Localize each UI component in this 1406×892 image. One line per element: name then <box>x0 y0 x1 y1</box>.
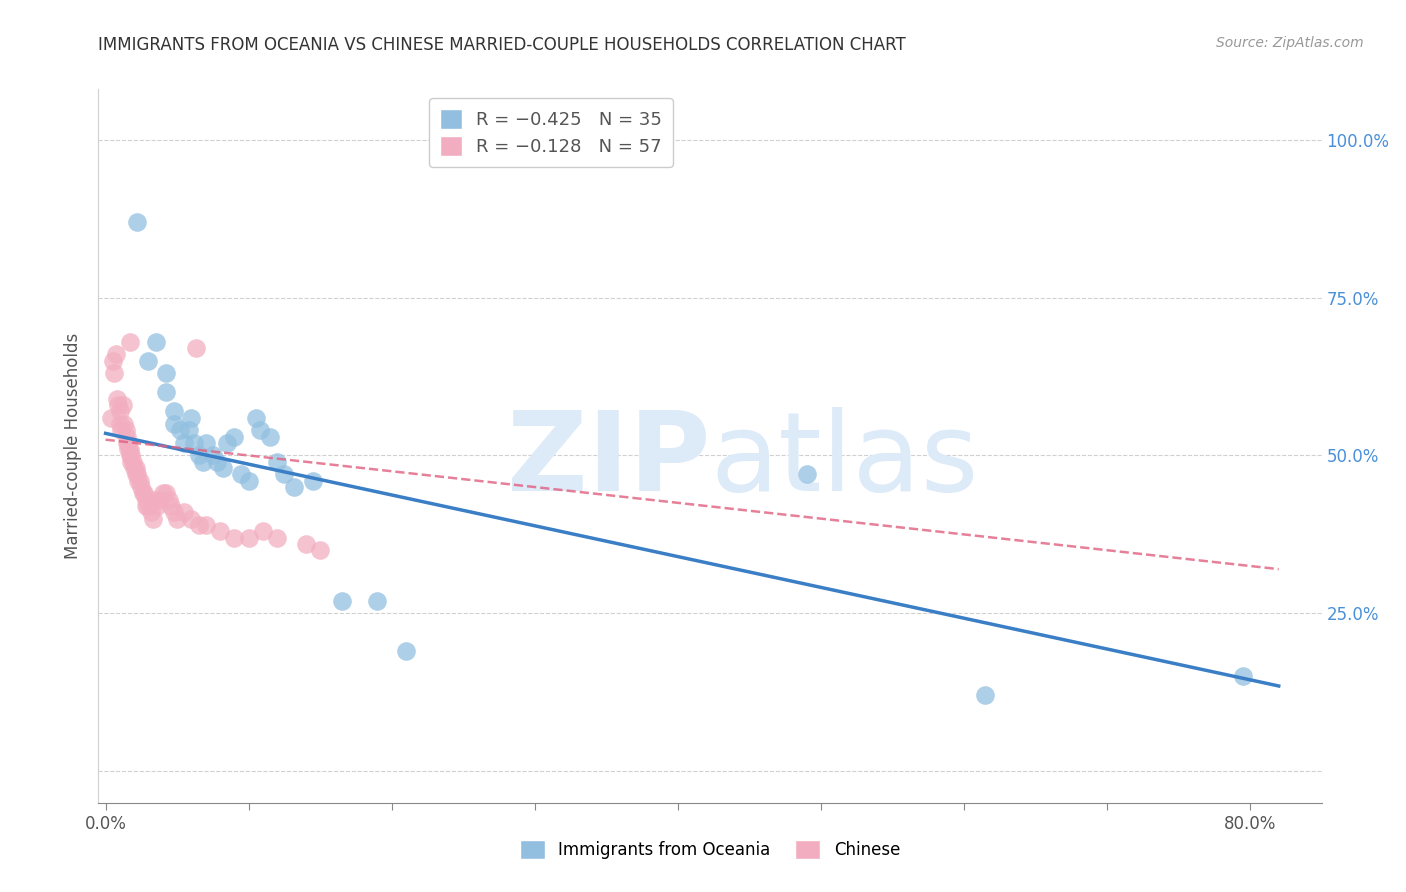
Point <box>141 505 163 519</box>
Point <box>238 531 260 545</box>
Point <box>107 398 129 412</box>
Point <box>974 689 997 703</box>
Point <box>101 353 124 368</box>
Point <box>169 423 191 437</box>
Point <box>187 449 209 463</box>
Point <box>135 499 157 513</box>
Text: atlas: atlas <box>710 407 979 514</box>
Point <box>155 367 177 381</box>
Point <box>117 442 139 457</box>
Point <box>142 511 165 525</box>
Point <box>118 442 141 457</box>
Point <box>120 449 142 463</box>
Legend: Immigrants from Oceania, Chinese: Immigrants from Oceania, Chinese <box>513 834 907 866</box>
Text: Source: ZipAtlas.com: Source: ZipAtlas.com <box>1216 36 1364 50</box>
Point <box>395 644 418 658</box>
Point <box>184 341 207 355</box>
Point <box>121 455 143 469</box>
Point <box>118 449 141 463</box>
Point <box>135 492 157 507</box>
Point <box>366 593 388 607</box>
Point <box>273 467 295 482</box>
Point <box>110 423 132 437</box>
Point <box>330 593 353 607</box>
Point <box>212 461 235 475</box>
Point <box>194 517 217 532</box>
Point <box>283 480 305 494</box>
Point <box>115 435 138 450</box>
Point <box>155 486 177 500</box>
Point <box>180 511 202 525</box>
Point <box>146 499 169 513</box>
Point <box>138 353 160 368</box>
Point <box>132 486 155 500</box>
Point <box>252 524 274 539</box>
Point <box>249 423 271 437</box>
Point <box>224 531 246 545</box>
Point <box>163 417 186 431</box>
Point <box>118 334 141 349</box>
Point <box>108 417 131 431</box>
Point <box>138 499 160 513</box>
Point <box>124 461 146 475</box>
Point <box>125 215 148 229</box>
Point <box>163 505 186 519</box>
Point <box>115 429 138 443</box>
Point <box>120 455 142 469</box>
Point <box>187 517 209 532</box>
Point <box>796 467 818 482</box>
Point <box>166 511 188 525</box>
Text: ZIP: ZIP <box>506 407 710 514</box>
Point <box>134 486 156 500</box>
Point <box>266 531 288 545</box>
Point <box>205 455 228 469</box>
Point <box>105 392 128 406</box>
Point <box>104 347 127 361</box>
Point <box>117 435 139 450</box>
Point <box>129 474 152 488</box>
Point <box>127 474 149 488</box>
Point <box>231 467 253 482</box>
Point <box>103 367 125 381</box>
Point <box>173 435 195 450</box>
Text: IMMIGRANTS FROM OCEANIA VS CHINESE MARRIED-COUPLE HOUSEHOLDS CORRELATION CHART: IMMIGRANTS FROM OCEANIA VS CHINESE MARRI… <box>98 36 907 54</box>
Point <box>108 404 131 418</box>
Point <box>111 398 134 412</box>
Point <box>149 492 172 507</box>
Point <box>145 334 167 349</box>
Point <box>155 385 177 400</box>
Point <box>131 480 153 494</box>
Point <box>125 467 148 482</box>
Point <box>143 492 166 507</box>
Point <box>157 492 180 507</box>
Point <box>122 461 145 475</box>
Y-axis label: Married-couple Households: Married-couple Households <box>65 333 83 559</box>
Point <box>163 404 186 418</box>
Point <box>177 423 200 437</box>
Point <box>266 455 288 469</box>
Point <box>1232 669 1254 683</box>
Point <box>191 455 214 469</box>
Point <box>295 537 318 551</box>
Point <box>238 474 260 488</box>
Point <box>245 410 267 425</box>
Point <box>183 435 205 450</box>
Point <box>152 486 174 500</box>
Point <box>217 435 239 450</box>
Point <box>208 524 231 539</box>
Point <box>124 467 146 482</box>
Point <box>224 429 246 443</box>
Point <box>112 417 135 431</box>
Point <box>180 410 202 425</box>
Point <box>100 410 122 425</box>
Point <box>114 423 136 437</box>
Point <box>201 449 224 463</box>
Point <box>309 543 332 558</box>
Point <box>194 435 217 450</box>
Point <box>259 429 281 443</box>
Point <box>173 505 195 519</box>
Point <box>160 499 183 513</box>
Point <box>302 474 325 488</box>
